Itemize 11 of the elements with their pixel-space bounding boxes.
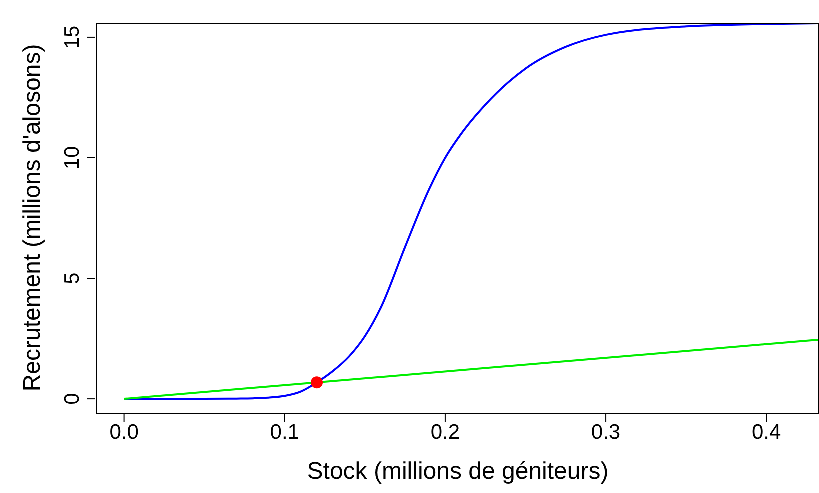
x-tick-label: 0.3 [591,420,621,444]
x-tick-label: 0.2 [430,420,460,444]
y-tick-label: 5 [61,272,84,284]
y-tick-label: 0 [61,393,84,405]
x-tick-label: 0.0 [110,420,139,444]
y-tick-label: 10 [61,146,84,170]
y-tick-label: 15 [61,26,84,50]
x-tick-label: 0.4 [752,420,782,444]
x-axis-title: Stock (millions de géniteurs) [306,458,610,486]
y-axis-title: Recrutement (millions d'alosons) [19,44,47,392]
x-tick-label: 0.1 [270,420,300,444]
